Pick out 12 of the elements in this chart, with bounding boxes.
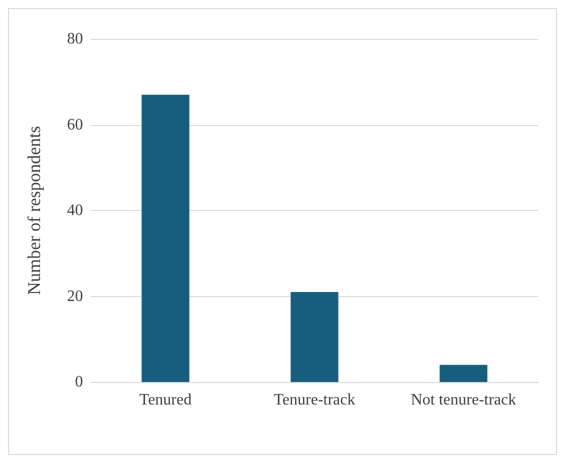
bar: [142, 94, 190, 382]
bar: [290, 292, 338, 382]
x-tick-label: Not tenure-track: [410, 392, 516, 408]
y-tick-label: 40: [67, 202, 83, 219]
y-tick-label: 60: [67, 116, 83, 134]
x-tick-label: Tenured: [139, 392, 192, 408]
y-tick-label: 0: [75, 374, 83, 390]
bar: [440, 364, 488, 382]
x-tick-label: Tenure-track: [274, 392, 356, 408]
y-axis-title: Number of respondents: [24, 126, 44, 295]
y-tick-label: 80: [67, 30, 83, 48]
y-tick-label: 20: [67, 288, 83, 305]
